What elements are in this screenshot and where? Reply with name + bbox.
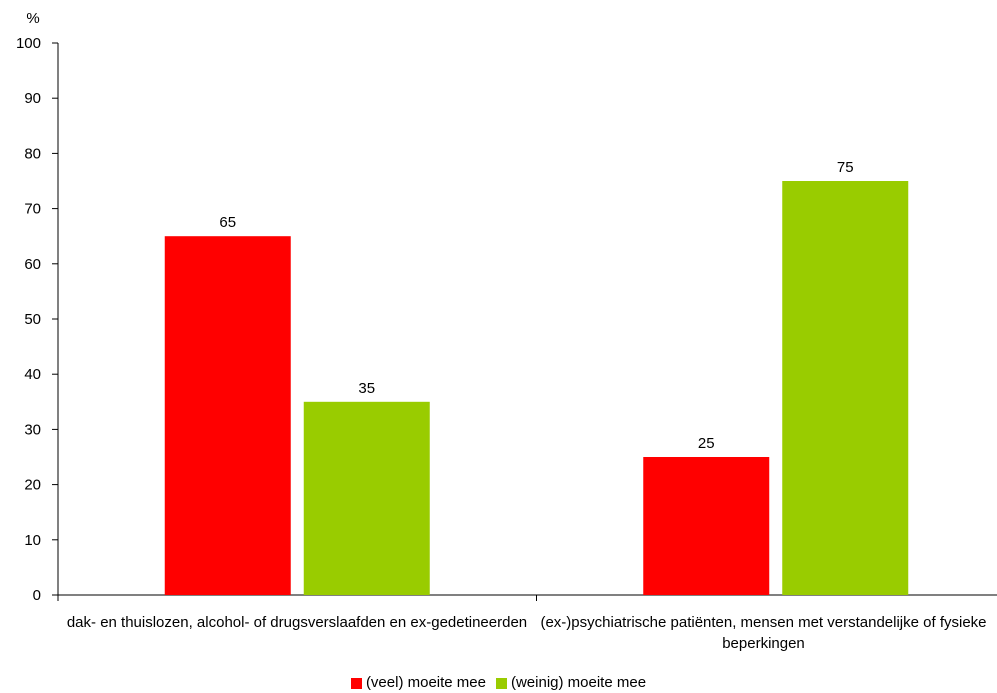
y-tick-label-0: 0 <box>33 587 41 604</box>
y-tick-label-10: 10 <box>24 532 41 549</box>
data-label-2-category-2: 75 <box>837 159 854 176</box>
legend-swatch-series-1 <box>350 677 362 689</box>
data-label-2-category-1: 35 <box>358 380 375 397</box>
y-tick-label-50: 50 <box>24 311 41 328</box>
legend-swatch-series-2 <box>495 677 507 689</box>
bar-2-category-2 <box>782 181 909 595</box>
y-axis-title: % <box>26 10 39 27</box>
y-tick-label-90: 90 <box>24 90 41 107</box>
y-tick-label-20: 20 <box>24 477 41 494</box>
data-label-1-category-2: 25 <box>698 435 715 452</box>
y-tick-label-60: 60 <box>24 256 41 273</box>
bar-1-category-1 <box>164 236 291 595</box>
legend-label-series-1: (veel) moeite mee <box>365 674 486 691</box>
legend: (veel) moeite mee (weinig) moeite mee <box>0 675 997 691</box>
category-label-2: (ex-)psychiatrische patiënten, mensen me… <box>540 614 987 652</box>
legend-item-series-2: (weinig) moeite mee <box>495 674 647 691</box>
bar-1-category-2 <box>643 457 770 595</box>
bar-2-category-1 <box>303 401 430 595</box>
y-tick-label-70: 70 <box>24 201 41 218</box>
y-tick-label-80: 80 <box>24 145 41 162</box>
data-label-1-category-1: 65 <box>219 214 236 231</box>
category-label-1: dak- en thuislozen, alcohol- of drugsver… <box>66 614 528 631</box>
y-tick-label-100: 100 <box>16 35 41 52</box>
y-tick-label-40: 40 <box>24 366 41 383</box>
y-tick-label-30: 30 <box>24 421 41 438</box>
legend-item-series-1: (veel) moeite mee <box>350 674 486 691</box>
legend-label-series-2: (weinig) moeite mee <box>510 674 647 691</box>
